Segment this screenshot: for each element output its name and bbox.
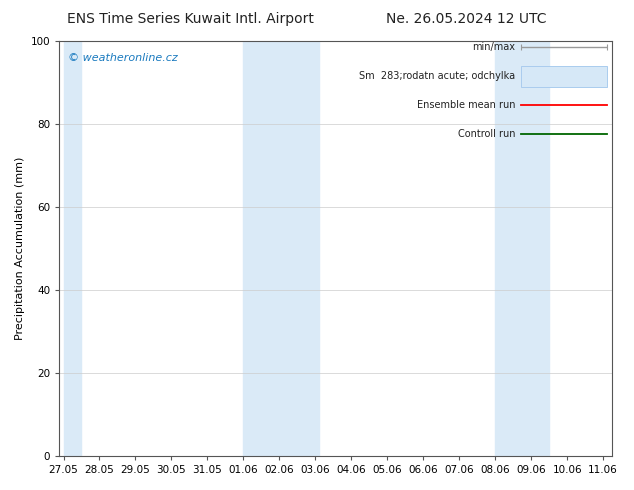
Text: Sm  283;rodatn acute; odchylka: Sm 283;rodatn acute; odchylka <box>359 72 515 81</box>
Text: ENS Time Series Kuwait Intl. Airport: ENS Time Series Kuwait Intl. Airport <box>67 12 314 26</box>
Text: Controll run: Controll run <box>458 129 515 140</box>
Text: © weatheronline.cz: © weatheronline.cz <box>67 53 178 64</box>
Text: Ne. 26.05.2024 12 UTC: Ne. 26.05.2024 12 UTC <box>385 12 547 26</box>
Bar <box>495 41 549 456</box>
Bar <box>521 66 607 87</box>
Y-axis label: Precipitation Accumulation (mm): Precipitation Accumulation (mm) <box>15 157 25 340</box>
Bar <box>63 41 81 456</box>
Text: min/max: min/max <box>472 42 515 52</box>
Text: Ensemble mean run: Ensemble mean run <box>417 100 515 110</box>
Bar <box>243 41 319 456</box>
